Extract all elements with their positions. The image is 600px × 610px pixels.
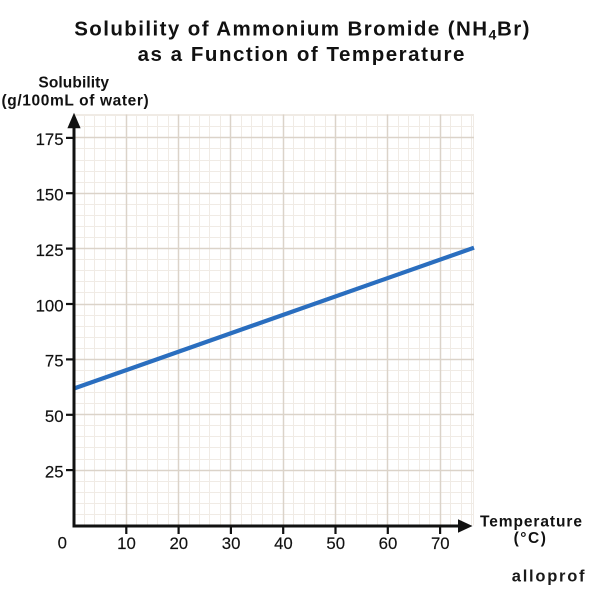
svg-text:40: 40 — [274, 534, 293, 553]
svg-text:125: 125 — [36, 241, 64, 260]
svg-text:70: 70 — [431, 534, 450, 553]
svg-text:50: 50 — [326, 534, 345, 553]
svg-text:Solubility: Solubility — [38, 75, 109, 92]
svg-text:(g/100mL of water): (g/100mL of water) — [2, 92, 150, 109]
svg-text:20: 20 — [169, 534, 188, 553]
svg-text:50: 50 — [45, 407, 64, 426]
svg-text:Solubility of Ammonium Bromide: Solubility of Ammonium Bromide (NH4Br) — [74, 17, 531, 42]
svg-text:(°C): (°C) — [514, 530, 548, 547]
svg-text:0: 0 — [58, 533, 67, 552]
svg-text:100: 100 — [36, 296, 64, 315]
svg-text:as a Function of Temperature: as a Function of Temperature — [138, 43, 466, 66]
svg-text:75: 75 — [45, 352, 64, 371]
svg-text:Temperature: Temperature — [480, 514, 583, 531]
svg-text:60: 60 — [379, 534, 398, 553]
svg-text:alloprof: alloprof — [512, 568, 587, 586]
svg-text:10: 10 — [117, 534, 136, 553]
svg-text:150: 150 — [36, 186, 64, 205]
svg-text:25: 25 — [45, 462, 64, 481]
svg-text:175: 175 — [36, 130, 64, 149]
svg-text:30: 30 — [222, 534, 241, 553]
